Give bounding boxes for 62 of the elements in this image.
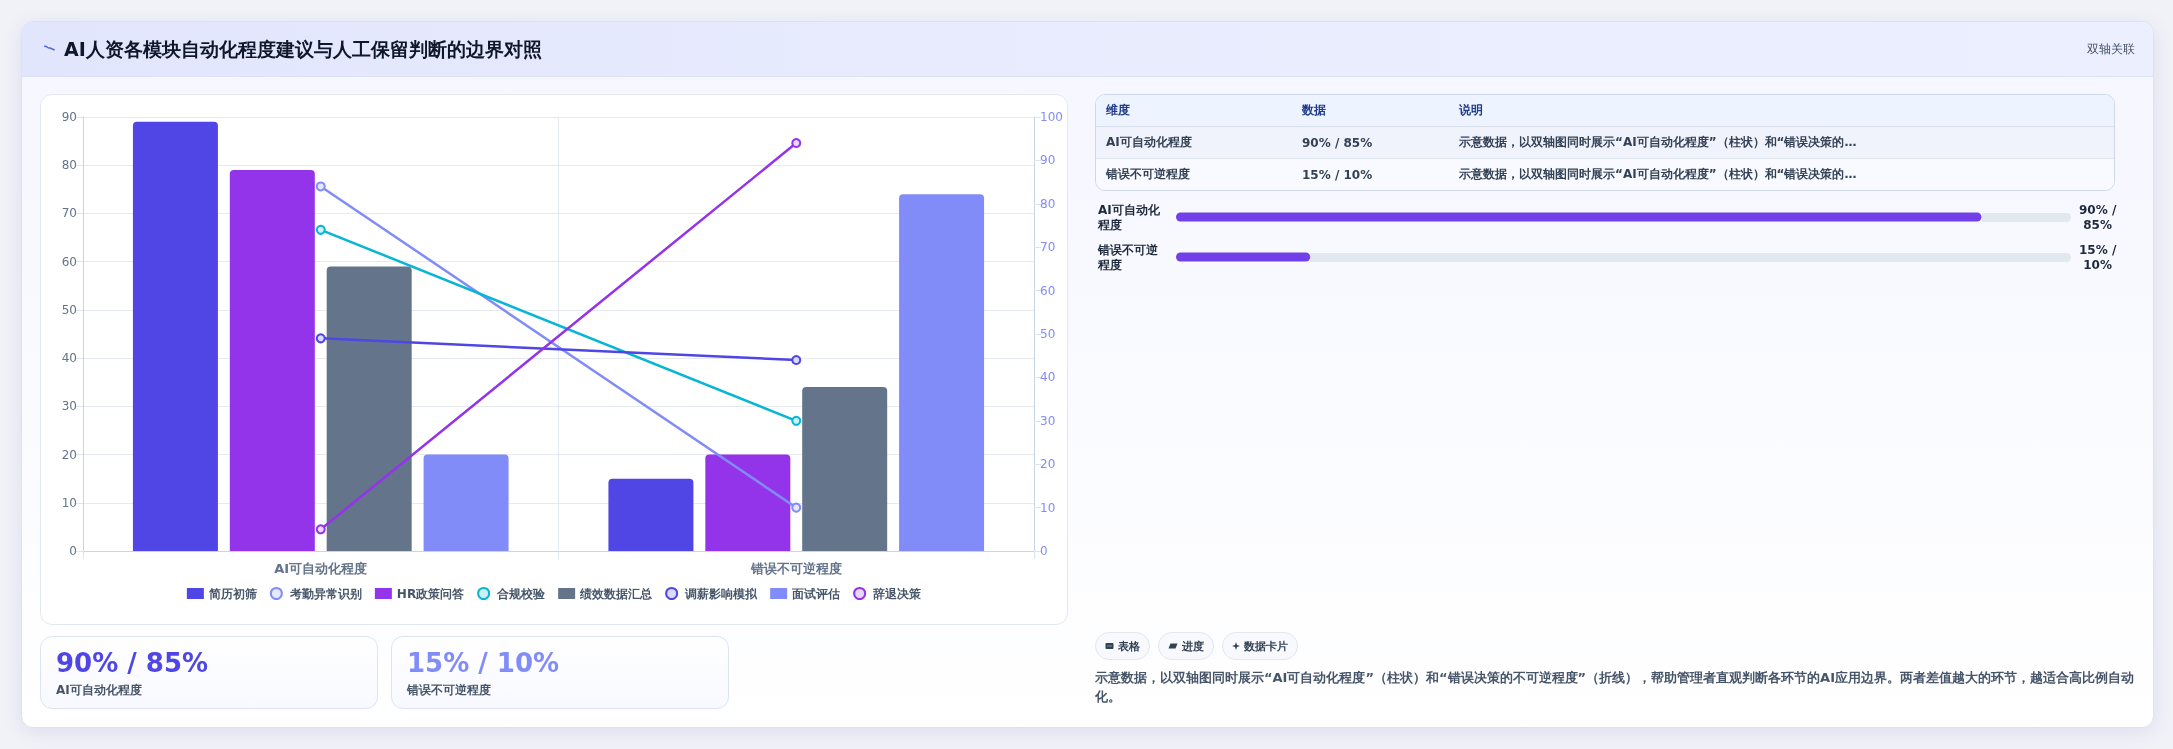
y-tick-label: 90 [61,110,77,124]
legend-label: 绩效数据汇总 [579,586,654,601]
y2-tick-label: 70 [1040,240,1056,255]
point [315,333,326,344]
data-label: 15% / 10% [2079,242,2117,272]
bar [132,121,218,551]
text: 示意数据，以双轴图同时展示“AI可自动化程度”（柱状）和“错误决策的不可逆程度”（折线），帮助管理者直观判断各环节的AI应用边界。两者差值越大的环节，越适合高比例自动化。 [1095,669,2135,706]
point [791,415,802,426]
point [315,181,326,192]
category-label: 错误不可逆程度 [407,682,491,698]
category-label: 数据 [1292,95,1449,127]
y-tick-label: 50 [61,302,77,317]
legend-label: 面试评估 [791,586,841,601]
bar [802,387,888,551]
legend-label: 辞退决策 [872,586,923,601]
bar [608,478,694,551]
category-label: 维度 [1096,95,1292,127]
category-label: 表格 [1118,638,1140,654]
point [315,224,326,235]
legend-label: 考勤异常识别 [288,586,362,601]
y2-tick-label: 100 [1040,110,1063,124]
point [791,502,802,513]
y-tick-label: 60 [61,254,77,269]
bar [705,454,791,551]
y-tick-label: 80 [61,158,77,173]
data-label: 90% / 85% [2079,202,2117,232]
category-label: 说明 [1449,95,2114,127]
y2-tick-label: 0 [1040,544,1048,558]
text: 双轴关联 [2087,41,2135,58]
y2-tick-label: 90 [1040,153,1056,168]
y-tick-label: 40 [61,351,77,366]
y2-tick-label: 50 [1040,327,1056,341]
category-label: 进度 [1182,638,1204,654]
y-tick-label: 30 [61,399,77,414]
y-tick-label: 10 [61,495,77,510]
y2-tick-label: 20 [1040,457,1056,472]
category-label: 数据卡片 [1244,638,1288,654]
bar [423,454,509,551]
text: 15% / 10% [1292,159,1449,190]
bar [899,194,985,551]
y-tick-label: 20 [61,447,77,462]
point [791,138,802,149]
legend-label: HR政策问答 [396,586,466,601]
legend-label: 调薪影响模拟 [684,586,759,601]
y2-tick-label: 30 [1040,413,1056,428]
y-tick-label: 0 [69,544,77,558]
text: 15% / 10% [407,648,560,678]
y-tick-label: 70 [61,206,77,221]
legend-label: 简历初筛 [207,586,257,601]
y2-tick-label: 40 [1040,370,1056,385]
text: 90% / 85% [56,648,209,678]
text: 示意数据，以双轴图同时展示“AI可自动化程度”（柱状）和“错误决策的… [1449,127,2114,159]
bar [326,266,412,551]
point [791,355,802,366]
legend-label: 合规校验 [496,586,547,601]
text: AI人资各模块自动化程度建议与人工保留判断的边界对照 [64,37,542,62]
y2-tick-label: 10 [1040,500,1056,515]
y2-tick-label: 60 [1040,283,1056,298]
text: 90% / 85% [1292,127,1449,159]
point [315,524,326,535]
text: 示意数据，以双轴图同时展示“AI可自动化程度”（柱状）和“错误决策的… [1449,159,2114,190]
y2-tick-label: 80 [1040,196,1056,211]
